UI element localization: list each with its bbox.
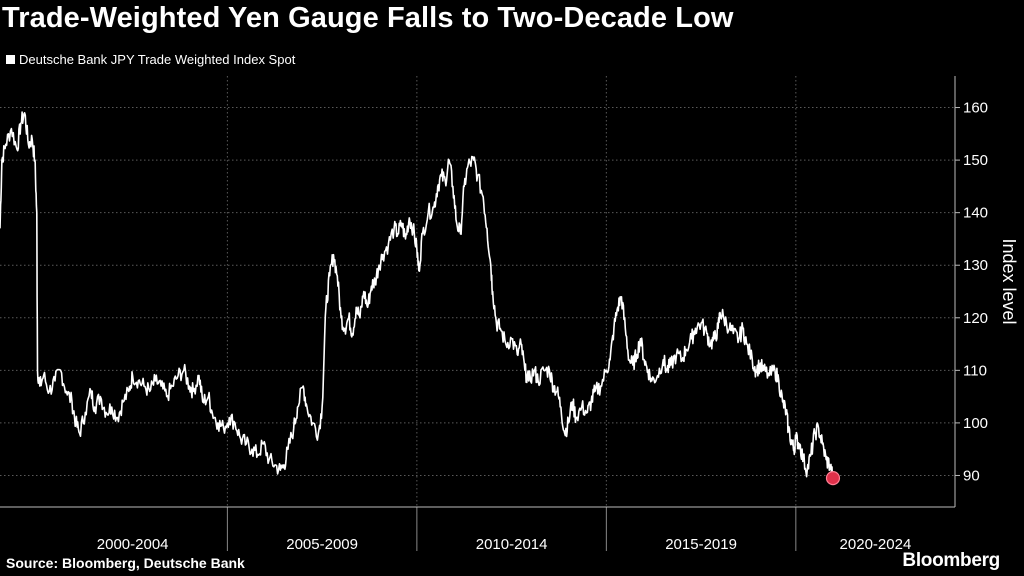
legend-swatch <box>6 55 15 64</box>
y-tick-label-120: 120 <box>963 310 988 327</box>
chart-title: Trade-Weighted Yen Gauge Falls to Two-De… <box>2 2 734 34</box>
series-line-0 <box>0 111 834 482</box>
end-point-marker-0 <box>825 470 841 486</box>
y-tick-label-160: 160 <box>963 100 988 117</box>
legend: Deutsche Bank JPY Trade Weighted Index S… <box>6 52 295 67</box>
axes <box>0 76 960 551</box>
x-category-label-4: 2020-2024 <box>840 536 912 553</box>
y-tick-label-90: 90 <box>963 467 980 484</box>
x-category-label-0: 2000-2004 <box>97 536 169 553</box>
y-tick-label-130: 130 <box>963 257 988 274</box>
x-category-label-3: 2015-2019 <box>665 536 737 553</box>
y-tick-label-110: 110 <box>963 362 987 379</box>
grid-lines <box>0 76 955 507</box>
series-layer <box>0 111 841 486</box>
legend-label: Deutsche Bank JPY Trade Weighted Index S… <box>19 52 296 67</box>
y-axis-label: Index level <box>999 238 1019 324</box>
x-category-label-2: 2010-2014 <box>476 536 548 553</box>
x-category-label-1: 2005-2009 <box>286 536 358 553</box>
y-tick-label-150: 150 <box>963 152 988 169</box>
y-tick-label-100: 100 <box>963 415 988 432</box>
bloomberg-logo: Bloomberg <box>902 550 1000 571</box>
source-note: Source: Bloomberg, Deutsche Bank <box>6 555 245 571</box>
y-tick-label-140: 140 <box>963 205 988 222</box>
axis-labels: 90 100 110 120 130 140 150 160 2000-2004 2005-200… <box>97 100 1019 553</box>
